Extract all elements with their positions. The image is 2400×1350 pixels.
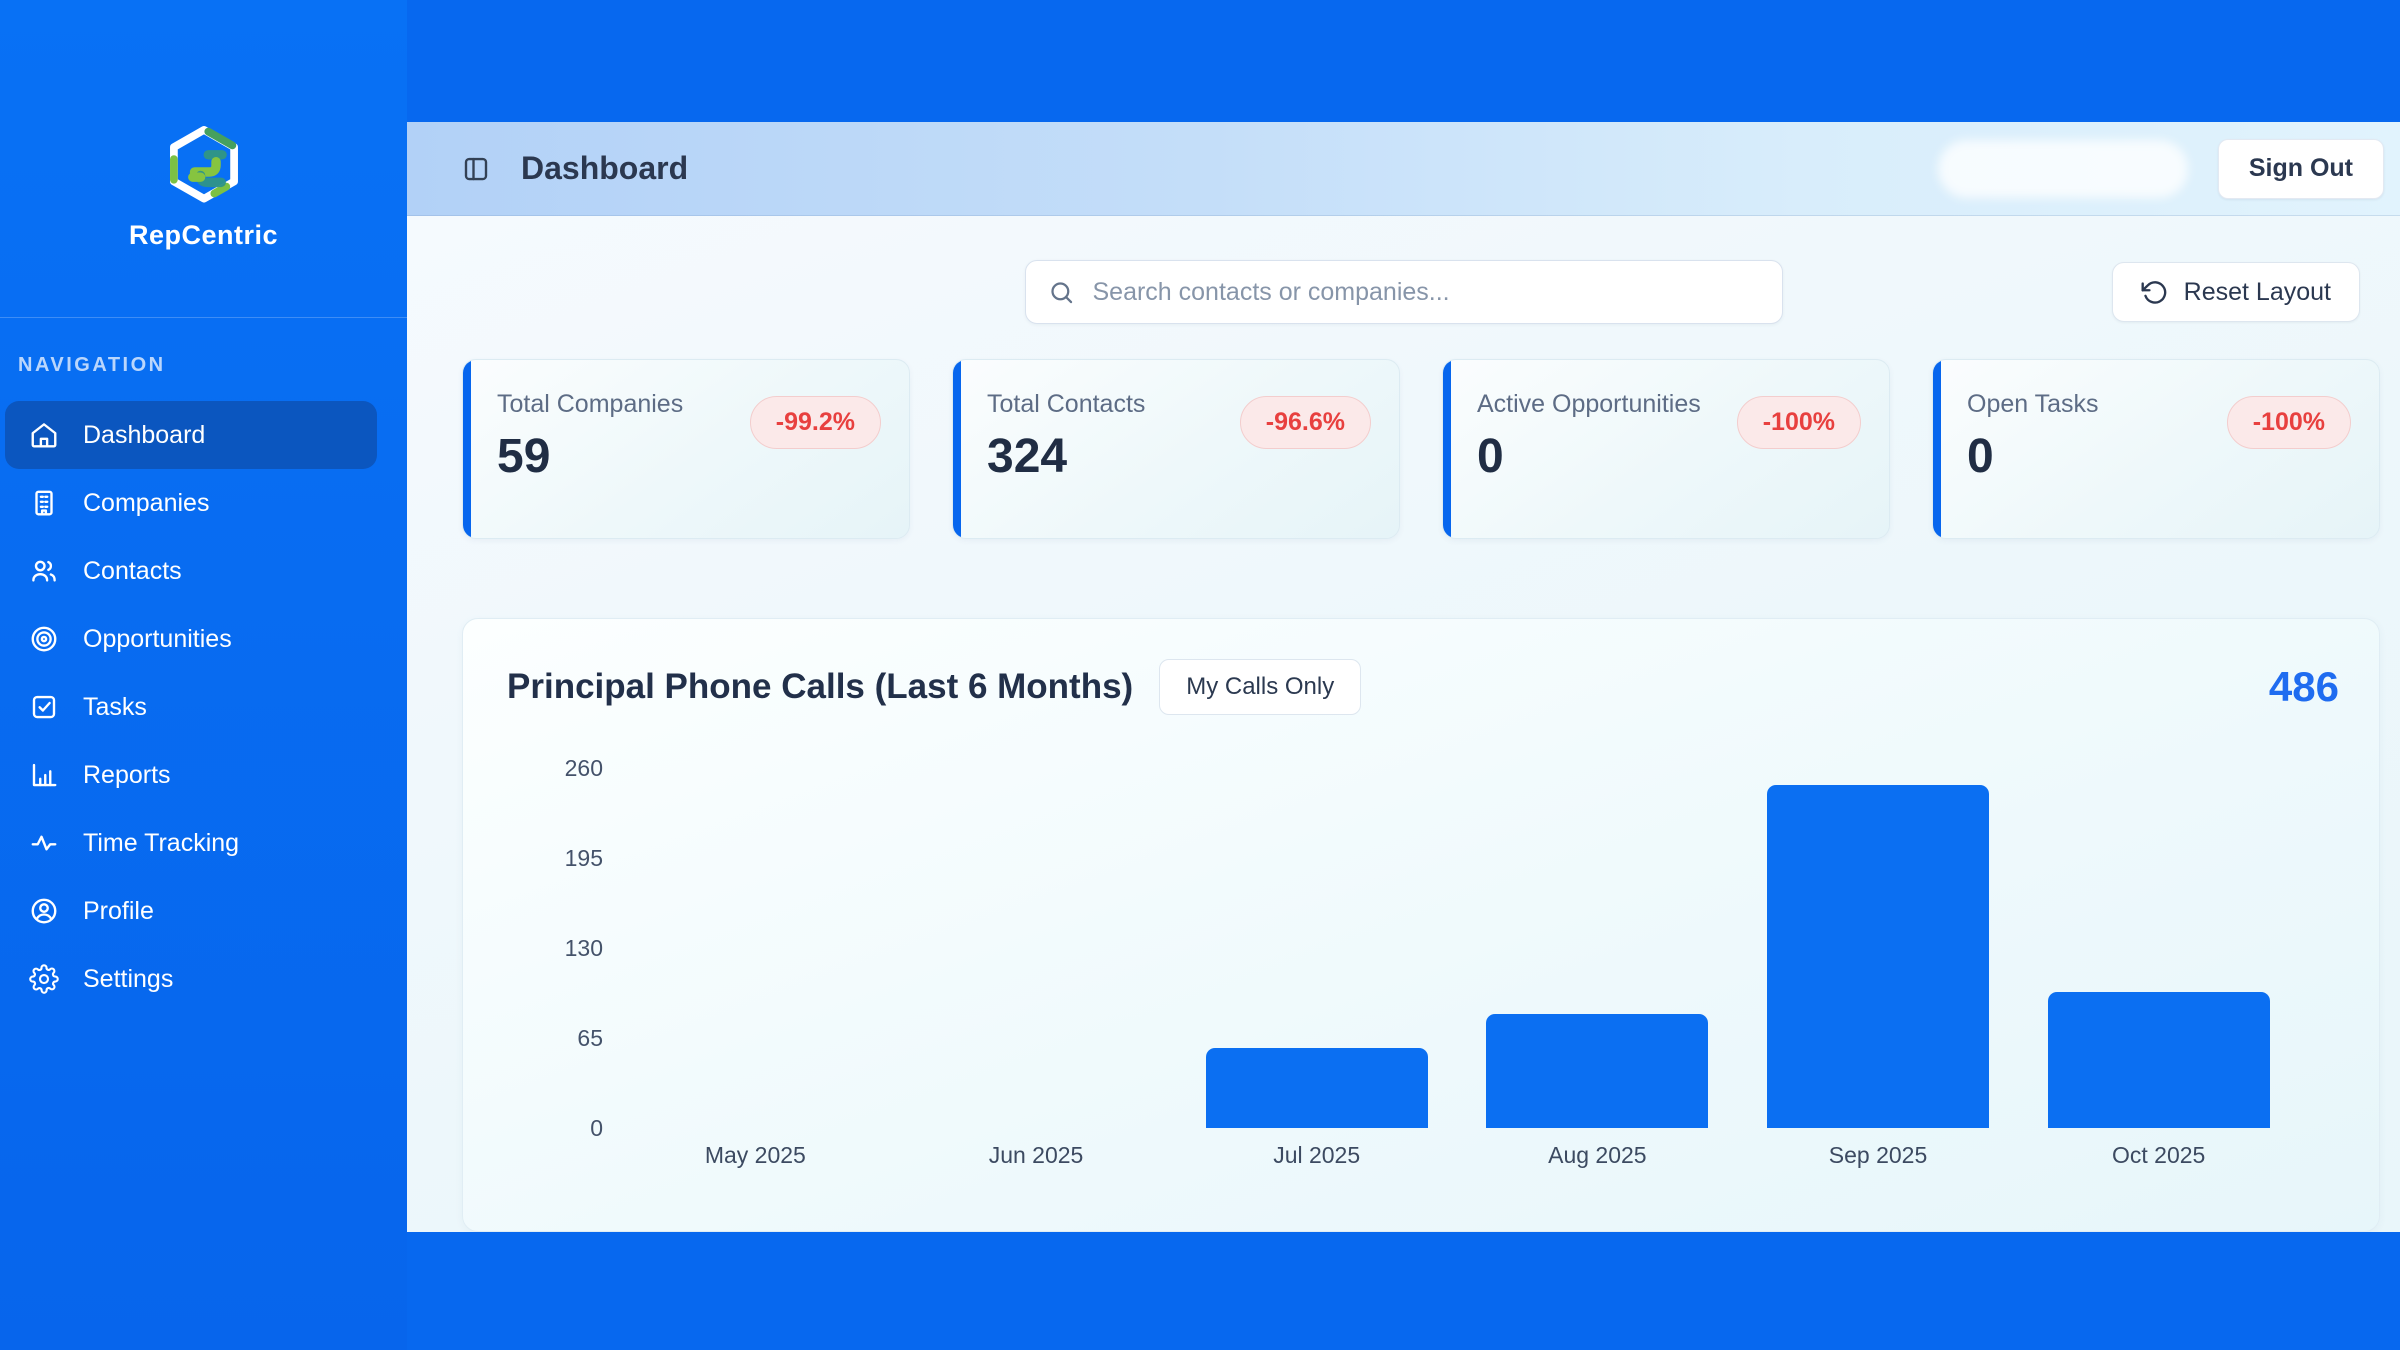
sidebar-divider bbox=[0, 317, 407, 318]
stat-label: Total Contacts bbox=[987, 390, 1146, 418]
main-panel: Dashboard Sign Out Reset Layout Total Co… bbox=[407, 122, 2400, 1232]
stat-label: Active Opportunities bbox=[1477, 390, 1701, 418]
search-icon bbox=[1050, 281, 1072, 303]
stat-label: Open Tasks bbox=[1967, 390, 2099, 418]
chart-slot: Oct 2025 bbox=[2018, 758, 2299, 1176]
y-tick-label: 0 bbox=[590, 1115, 603, 1141]
sidebar-item-label: Time Tracking bbox=[83, 828, 240, 857]
chart-y-axis: 0 65 130 195 260 bbox=[463, 755, 603, 1176]
top-header: Dashboard Sign Out bbox=[407, 122, 2400, 216]
sidebar-item-dashboard[interactable]: Dashboard bbox=[5, 401, 377, 469]
sidebar-item-reports[interactable]: Reports bbox=[5, 741, 377, 809]
sidebar-item-label: Opportunities bbox=[83, 624, 232, 653]
activity-icon bbox=[31, 835, 57, 851]
stats-row: Total Companies 59 -99.2% Total Contacts… bbox=[407, 346, 2400, 539]
target-icon bbox=[31, 626, 57, 652]
bar-chart-icon bbox=[32, 763, 57, 787]
reset-layout-button[interactable]: Reset Layout bbox=[2111, 262, 2360, 322]
stat-card-open-tasks: Open Tasks 0 -100% bbox=[1932, 359, 2380, 539]
brand-name: RepCentric bbox=[128, 220, 279, 250]
page-title: Dashboard bbox=[521, 150, 689, 186]
stat-value: 324 bbox=[987, 430, 1068, 483]
sign-out-button[interactable]: Sign Out bbox=[2217, 138, 2384, 199]
hexagon-interlock-logo-icon bbox=[169, 126, 238, 203]
sidebar-item-label: Companies bbox=[83, 488, 210, 517]
stat-change-badge: -100% bbox=[2226, 396, 2351, 449]
stat-change-badge: -96.6% bbox=[1239, 396, 1371, 449]
sidebar-item-label: Tasks bbox=[83, 692, 147, 721]
bar-aug-2025[interactable] bbox=[1486, 1014, 1709, 1128]
users-icon bbox=[32, 560, 56, 582]
chart-plot: May 2025 Jun 2025 Jul 2025 Aug 2025 Sep 2025… bbox=[615, 758, 2299, 1176]
my-calls-only-button[interactable]: My Calls Only bbox=[1159, 659, 1362, 715]
bar-jul-2025[interactable] bbox=[1205, 1048, 1428, 1128]
stat-card-active-opportunities: Active Opportunities 0 -100% bbox=[1442, 359, 1890, 539]
stat-label: Total Companies bbox=[497, 390, 684, 418]
chart-slot: Sep 2025 bbox=[1738, 758, 2019, 1176]
x-axis-label: Jul 2025 bbox=[1273, 1142, 1361, 1168]
bar-oct-2025[interactable] bbox=[2047, 992, 2270, 1128]
sidebar-item-contacts[interactable]: Contacts bbox=[5, 537, 377, 605]
chart-title: Principal Phone Calls (Last 6 Months) bbox=[507, 667, 1134, 706]
chart-area: 0 65 130 195 260 May 2025 Jun 2025 Jul 2025 Aug… bbox=[463, 755, 2349, 1176]
x-axis-label: Sep 2025 bbox=[1828, 1142, 1928, 1168]
y-tick-label: 195 bbox=[564, 845, 603, 871]
building-icon bbox=[35, 490, 53, 516]
sidebar-item-tasks[interactable]: Tasks bbox=[5, 673, 377, 741]
stat-change-badge: -99.2% bbox=[749, 396, 881, 449]
stat-value: 0 bbox=[1967, 430, 1994, 483]
nav-list: Dashboard Companies Contacts Opportuniti… bbox=[0, 401, 407, 1013]
panel-toggle-icon[interactable] bbox=[461, 154, 491, 184]
sidebar-item-settings[interactable]: Settings bbox=[5, 945, 377, 1013]
sidebar-item-label: Dashboard bbox=[83, 420, 206, 449]
brand-logo-block: RepCentric bbox=[0, 0, 407, 251]
sidebar-item-opportunities[interactable]: Opportunities bbox=[5, 605, 377, 673]
gear-icon bbox=[29, 964, 59, 994]
phone-calls-chart-card: Principal Phone Calls (Last 6 Months) My… bbox=[462, 618, 2380, 1232]
chart-slot: Aug 2025 bbox=[1457, 758, 1738, 1176]
x-axis-label: Oct 2025 bbox=[2112, 1142, 2206, 1168]
sidebar-item-label: Profile bbox=[83, 896, 154, 925]
chart-title-row: Principal Phone Calls (Last 6 Months) My… bbox=[507, 659, 2339, 715]
home-icon bbox=[31, 423, 57, 448]
y-tick-label: 130 bbox=[564, 935, 603, 961]
chart-slot: Jun 2025 bbox=[896, 758, 1177, 1176]
nav-section-label: NAVIGATION bbox=[18, 354, 166, 376]
sidebar-item-label: Settings bbox=[83, 964, 174, 993]
stat-value: 59 bbox=[497, 430, 551, 483]
chart-slot: May 2025 bbox=[615, 758, 896, 1176]
stat-value: 0 bbox=[1477, 430, 1504, 483]
sidebar-item-label: Contacts bbox=[83, 556, 182, 585]
stat-change-badge: -100% bbox=[1736, 396, 1861, 449]
search-input[interactable] bbox=[1092, 277, 1762, 307]
y-tick-label: 65 bbox=[577, 1025, 603, 1051]
user-circle-icon bbox=[31, 898, 57, 924]
search-box[interactable] bbox=[1024, 260, 1783, 324]
x-axis-label: May 2025 bbox=[704, 1142, 806, 1168]
sidebar-item-time-tracking[interactable]: Time Tracking bbox=[5, 809, 377, 877]
sidebar-item-label: Reports bbox=[83, 760, 171, 789]
chart-total-value: 486 bbox=[2268, 663, 2339, 710]
bar-sep-2025[interactable] bbox=[1767, 785, 1989, 1128]
rotate-ccw-icon bbox=[2141, 280, 2166, 304]
y-tick-label: 260 bbox=[564, 755, 603, 781]
chart-slot: Jul 2025 bbox=[1176, 758, 1457, 1176]
user-email-redacted bbox=[1937, 139, 2188, 198]
sidebar: RepCentric NAVIGATION Dashboard Companie… bbox=[0, 0, 407, 1350]
toolbar: Reset Layout bbox=[407, 216, 2400, 346]
sidebar-item-profile[interactable]: Profile bbox=[5, 877, 377, 945]
stat-card-total-contacts: Total Contacts 324 -96.6% bbox=[952, 359, 1400, 539]
task-check-icon bbox=[32, 695, 56, 719]
x-axis-label: Jun 2025 bbox=[988, 1142, 1084, 1168]
x-axis-label: Aug 2025 bbox=[1548, 1142, 1647, 1168]
stat-card-total-companies: Total Companies 59 -99.2% bbox=[462, 359, 910, 539]
reset-layout-label: Reset Layout bbox=[2183, 277, 2331, 306]
sidebar-item-companies[interactable]: Companies bbox=[5, 469, 377, 537]
